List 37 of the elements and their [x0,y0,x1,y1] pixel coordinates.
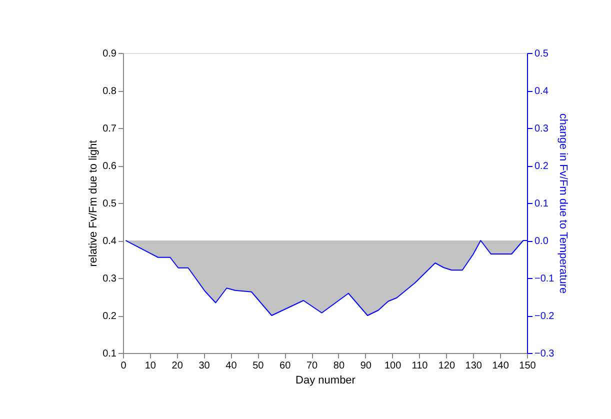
y-tick-label: 0.3 [102,274,117,284]
y-tick-label: 0.8 [102,86,117,97]
x-tick-label: 20 [172,360,184,372]
x-axis-title: Day number [296,374,356,386]
y2-tick-label: 0.3 [534,124,549,134]
x-tick-label: 130 [465,360,482,372]
x-tick-label: 40 [226,360,238,372]
y2-tick-label: −0.3 [534,348,555,360]
y-tick-label: 0.7 [102,124,117,134]
y2-tick-label: 0.4 [534,86,549,97]
x-tick-label: 50 [252,360,264,372]
x-tick-label: 110 [412,360,428,372]
y-axis-title: relative Fv/Fm due to light [88,140,100,267]
x-tick-label: 120 [438,360,456,372]
y-tick-label: 0.9 [102,48,117,60]
y2-tick-label: 0.5 [534,48,549,60]
y-tick-label: 0.6 [102,161,117,172]
y2-tick-label: 0.1 [534,198,549,210]
x-tick-label: 140 [492,360,510,372]
x-tick-label: 0 [120,360,127,372]
x-tick-label: 80 [333,360,345,372]
x-tick-label: 10 [144,360,156,372]
y2-tick-label: 0.0 [534,236,549,247]
x-tick-label: 150 [519,360,536,372]
x-tick-label: 70 [306,360,318,372]
x-tick-label: 30 [198,360,210,372]
y2-axis-title: change in Fv/Fm due to Temperature [557,113,570,294]
y-tick-label: 0.2 [102,311,117,322]
y2-tick-label: −0.1 [534,274,555,284]
y-tick-label: 0.1 [102,348,117,360]
y2-tick-label: 0.2 [534,161,549,172]
x-tick-label: 60 [280,360,292,372]
y2-tick-label: −0.2 [534,311,555,322]
y-tick-label: 0.5 [102,198,117,210]
x-tick-label: 100 [384,360,402,372]
y-tick-label: 0.4 [102,236,117,247]
x-tick-label: 90 [360,360,372,372]
